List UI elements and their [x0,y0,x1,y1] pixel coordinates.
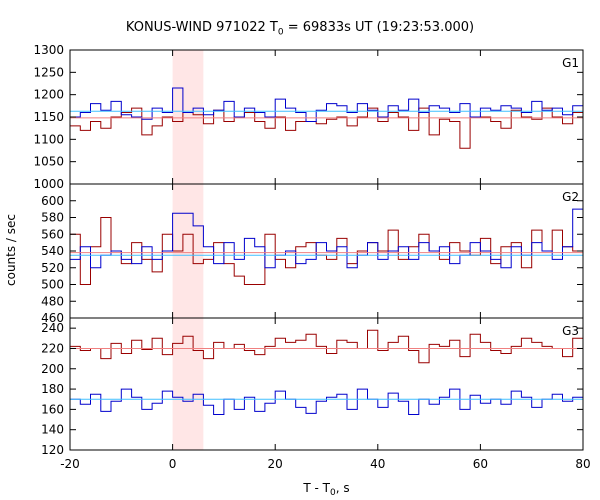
y-tick-label: 500 [41,278,64,292]
chart-title: KONUS-WIND 971022 T0 = 69833s UT (19:23:… [0,20,600,38]
x-tick-label: 80 [575,457,590,471]
panel-label-g1: G1 [562,56,579,70]
title-subscript: 0 [277,27,284,38]
x-tick-label: 20 [268,457,283,471]
y-tick-label: 560 [41,227,64,241]
y-tick-label: 220 [41,341,64,355]
series-line-g3-red [70,329,583,364]
y-tick-label: 580 [41,211,64,225]
y-tick-label: 1150 [33,110,64,124]
y-tick-label: 460 [41,311,64,325]
title-suffix: = 69833s UT (19:23:53.000) [283,20,475,35]
panel-frame-g1 [69,49,584,185]
x-axis-label: T - T0, s [302,481,349,498]
y-tick-label: 480 [41,294,64,308]
y-tick-label: 180 [41,382,64,396]
y-tick-label: 1100 [33,132,64,146]
x-tick-label: 0 [169,457,177,471]
y-tick-label: 140 [41,423,64,437]
title-prefix: KONUS-WIND 971022 T [125,20,278,35]
panel-label-g3: G3 [562,324,579,338]
x-tick-label: 40 [370,457,385,471]
y-tick-label: 540 [41,244,64,258]
y-tick-label: 1250 [33,65,64,79]
x-tick-label: -20 [60,457,80,471]
y-tick-label: 160 [41,402,64,416]
x-tick-label: 60 [473,457,488,471]
series-line-g3-blue [70,388,583,415]
panel-frame-g3 [69,317,584,451]
y-tick-label: 1000 [33,177,64,191]
y-tick-label: 1200 [33,88,64,102]
y-axis-label: counts / sec [4,214,18,286]
y-tick-label: 600 [41,194,64,208]
y-tick-label: 520 [41,261,64,275]
y-tick-label: 1300 [33,43,64,57]
y-tick-label: 120 [41,443,64,457]
series-line-g2-blue [70,208,583,269]
highlight-band [172,50,204,450]
y-tick-label: 1050 [33,155,64,169]
panel-label-g2: G2 [562,190,579,204]
series-line-g1-blue [70,87,583,122]
series-line-g1-red [70,107,583,149]
y-tick-label: 240 [41,321,64,335]
series-line-g2-red [70,217,583,285]
y-tick-label: 200 [41,362,64,376]
